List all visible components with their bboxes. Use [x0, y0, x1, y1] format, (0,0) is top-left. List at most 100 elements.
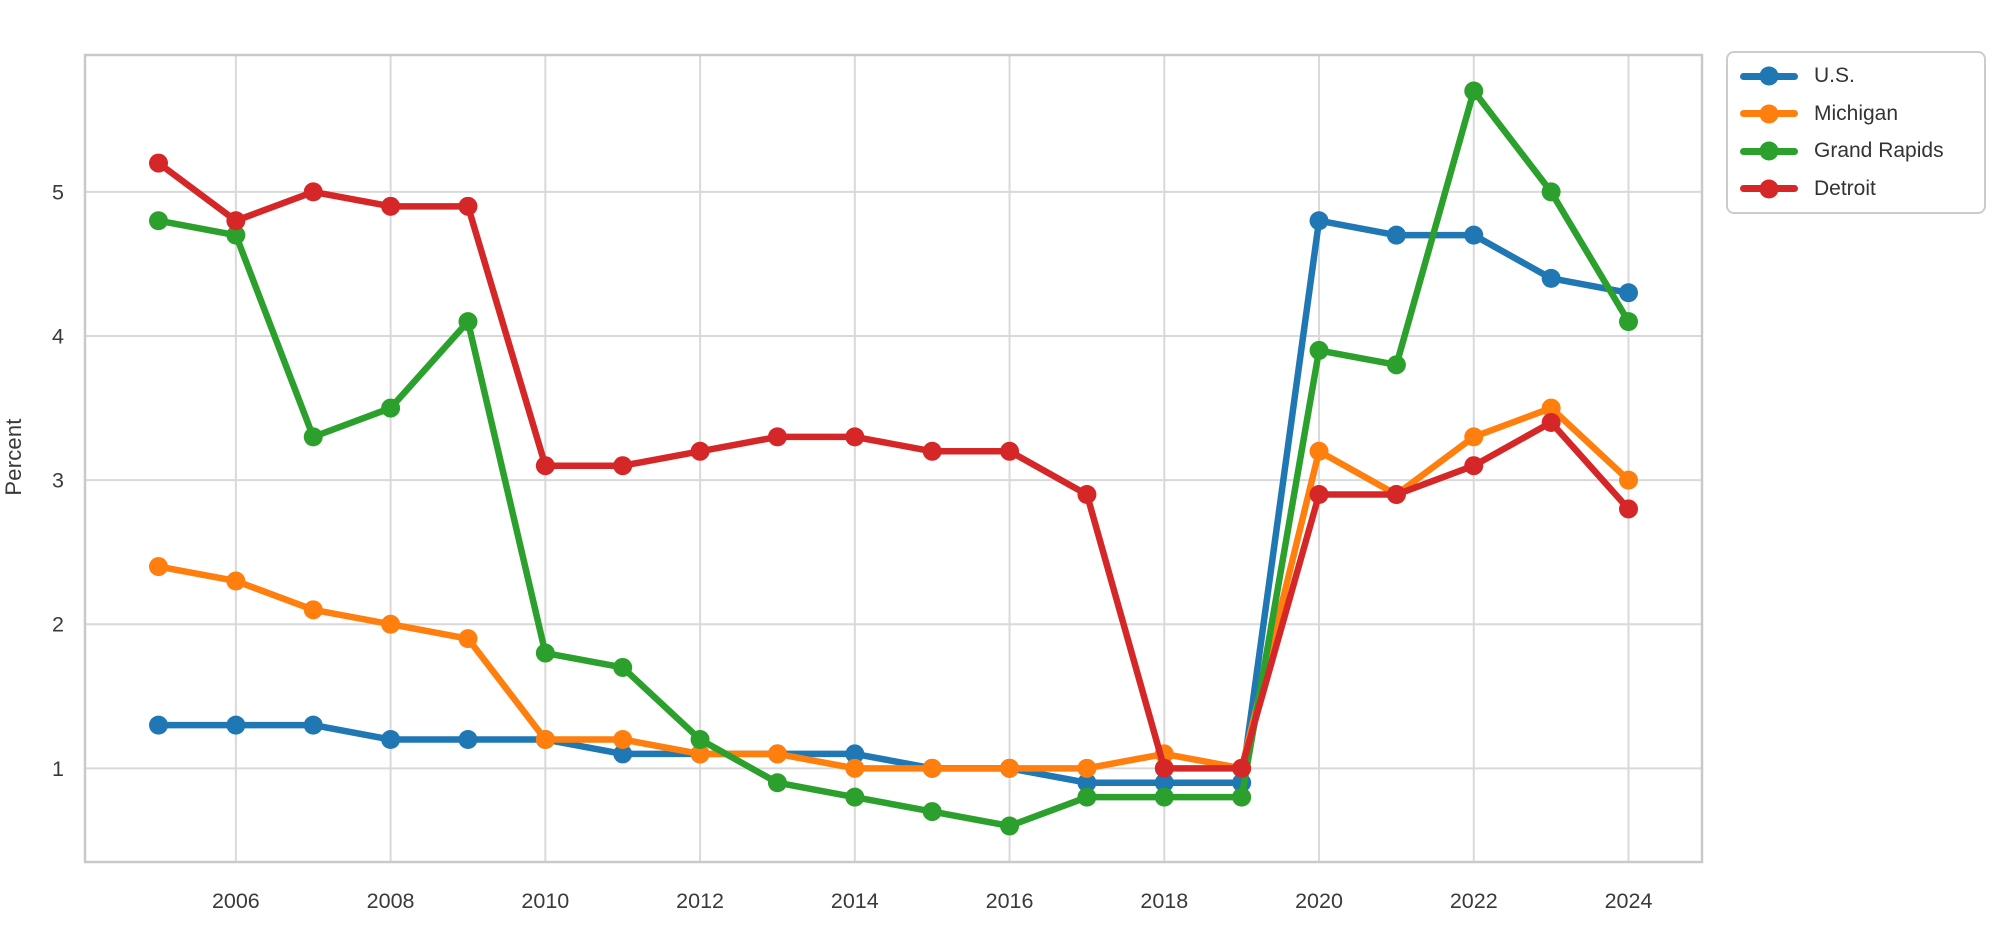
legend-label: Michigan [1814, 101, 1899, 125]
data-point [1000, 758, 1020, 778]
data-point [226, 715, 246, 735]
legend-line-sample [1740, 104, 1798, 124]
legend-label: Grand Rapids [1814, 139, 1944, 163]
data-point [613, 657, 633, 677]
data-point [226, 571, 246, 591]
x-tick-label: 2024 [1605, 889, 1653, 913]
x-tick-label: 2014 [831, 889, 879, 913]
data-point [303, 600, 323, 620]
series-u-s [149, 211, 1638, 793]
data-point [1541, 398, 1561, 418]
y-tick-label: 5 [52, 180, 64, 204]
data-point [1541, 268, 1561, 288]
legend-marker-dot [1759, 141, 1779, 161]
data-point [845, 427, 865, 447]
data-point [1309, 441, 1329, 461]
data-point [1464, 427, 1484, 447]
data-point [226, 225, 246, 245]
data-point [845, 758, 865, 778]
data-point [226, 211, 246, 231]
legend: U.S. Michigan Grand Rapids Detroit [1726, 51, 1986, 214]
x-tick-label: 2016 [986, 889, 1034, 913]
data-point [1619, 312, 1638, 332]
data-point [1386, 485, 1406, 505]
x-tick-label: 2012 [676, 889, 724, 913]
data-point [845, 787, 865, 807]
series-grand-rapids [149, 81, 1638, 836]
data-point [1000, 441, 1020, 461]
data-point [1077, 485, 1097, 505]
data-point [767, 427, 787, 447]
x-tick-label: 2020 [1295, 889, 1343, 913]
data-point [922, 802, 942, 822]
x-tick-label: 2018 [1140, 889, 1188, 913]
data-point [1154, 758, 1174, 778]
data-point [1619, 283, 1638, 303]
data-point [458, 730, 478, 750]
data-point [381, 730, 401, 750]
data-point [1386, 225, 1406, 245]
series-line [155, 404, 1632, 772]
data-point [767, 744, 787, 764]
x-tick-label: 2006 [212, 889, 260, 913]
data-point [1386, 355, 1406, 375]
data-point [381, 614, 401, 634]
data-point [303, 427, 323, 447]
data-point [922, 441, 942, 461]
data-point [535, 456, 555, 476]
data-point [458, 196, 478, 216]
data-point [1309, 340, 1329, 360]
data-point [1077, 773, 1097, 793]
data-point [458, 312, 478, 332]
plot-border [83, 53, 1704, 864]
legend-item-grand-rapids: Grand Rapids [1738, 139, 1974, 163]
legend-marker-dot [1759, 179, 1779, 199]
y-tick-label: 2 [52, 613, 64, 637]
data-point [535, 730, 555, 750]
data-point [613, 730, 633, 750]
y-axis-label: Percent [1, 418, 26, 496]
legend-item-detroit: Detroit [1738, 177, 1974, 200]
legend-label: U.S. [1814, 64, 1855, 87]
data-point [1000, 816, 1020, 836]
data-point [458, 629, 478, 649]
data-point [1232, 787, 1252, 807]
data-point [149, 557, 168, 577]
legend-item-michigan: Michigan [1738, 101, 1974, 125]
data-point [149, 153, 168, 173]
data-point [845, 744, 865, 764]
data-point [613, 744, 633, 764]
data-point [1154, 787, 1174, 807]
series-line [155, 217, 1632, 786]
legend-item-u-s: U.S. [1738, 64, 1974, 87]
series-detroit [149, 153, 1638, 778]
data-point [1309, 485, 1329, 505]
data-point [149, 211, 168, 231]
data-point [303, 182, 323, 202]
data-point [1464, 225, 1484, 245]
y-tick-label: 1 [52, 757, 64, 781]
legend-line-sample [1740, 179, 1798, 199]
x-tick-label: 2008 [367, 889, 415, 913]
data-point [1464, 81, 1484, 101]
data-point [690, 441, 710, 461]
x-tick-label: 2010 [521, 889, 569, 913]
data-point [1619, 470, 1638, 490]
series-line [155, 159, 1632, 772]
data-point [690, 744, 710, 764]
data-point [535, 643, 555, 663]
legend-marker-dot [1759, 66, 1779, 86]
data-point [922, 758, 942, 778]
data-point [613, 456, 633, 476]
data-point [1154, 773, 1174, 793]
legend-marker-dot [1759, 104, 1779, 124]
data-point [1619, 499, 1638, 519]
data-point [767, 773, 787, 793]
legend-line-sample [1740, 66, 1798, 86]
data-point [381, 196, 401, 216]
data-point [303, 715, 323, 735]
data-point [690, 730, 710, 750]
data-point [381, 398, 401, 418]
